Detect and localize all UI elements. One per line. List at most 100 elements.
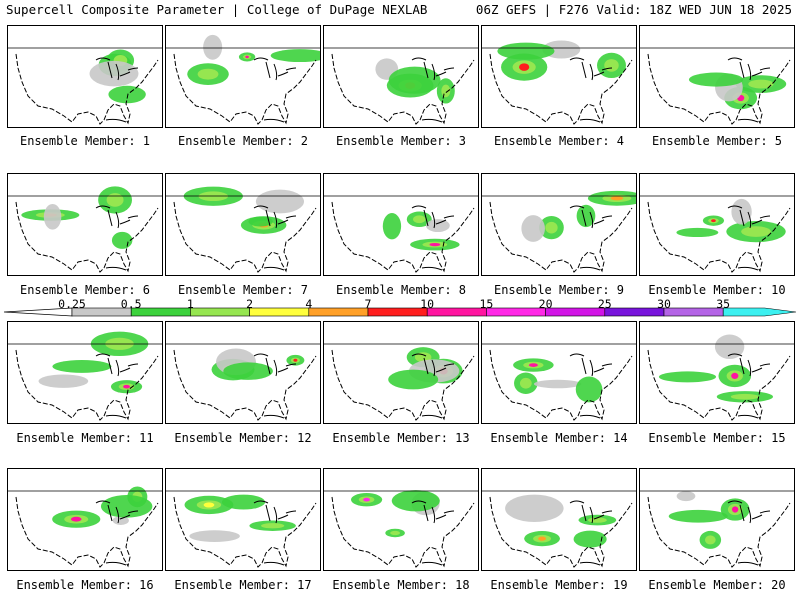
us-map-svg [8,486,162,568]
scp-field-area [714,334,745,360]
ensemble-member-map [7,173,163,276]
colorbar-tick-label: 30 [657,297,671,311]
us-coastline [647,53,791,125]
ensemble-member-label: Ensemble Member: 20 [648,578,786,592]
scp-field-area [668,509,728,523]
scp-field-area [521,215,545,242]
colorbar-tick-label: 0.25 [58,297,86,311]
scp-field-area [545,221,558,234]
cuba-outline [579,118,601,123]
scp-field-area [388,369,439,390]
great-lakes [569,500,613,524]
colorbar-tick-label: 7 [364,297,372,311]
great-lakes [411,57,455,81]
scp-field-area [519,377,532,389]
scp-field-maximum [123,384,130,389]
ensemble-member-label: Ensemble Member: 14 [490,431,628,445]
cuba-outline [421,414,443,419]
great-lakes [569,205,613,229]
scp-field-maximum [528,363,538,367]
scp-field-maximum [70,516,82,522]
ensemble-member-map [639,25,795,128]
scp-field-area [189,530,240,542]
scp-field-area [38,374,89,388]
scp-field-area [576,204,596,228]
ensemble-member-label: Ensemble Member: 3 [335,134,467,148]
ensemble-member-label: Ensemble Member: 6 [19,283,151,297]
great-lakes [95,205,139,229]
colorbar-tick-label: 4 [305,297,313,311]
cuba-outline [263,561,285,566]
us-map-svg [166,34,320,125]
cuba-outline [263,266,285,271]
ensemble-member-map [639,321,795,424]
ensemble-member-map [639,173,795,276]
cuba-outline [263,414,285,419]
ensemble-member-map [323,25,479,128]
scp-field-area [704,535,716,545]
cuba-outline [579,414,601,419]
great-lakes [253,205,297,229]
scp-field-maximum [245,55,249,59]
scp-field-area [390,530,400,536]
ensemble-member-label: Ensemble Member: 5 [651,134,783,148]
us-map-svg [166,490,320,568]
ensemble-member-map [165,173,321,276]
scp-field-maximum [610,196,624,201]
us-coastline [15,349,159,421]
us-coastline [489,349,633,421]
us-map-svg [8,331,162,421]
ensemble-member-label: Ensemble Member: 18 [332,578,470,592]
cuba-outline [105,414,127,419]
us-map-svg [8,47,162,125]
us-map-svg [482,40,636,125]
scp-field-area [676,491,696,502]
scp-field-area [688,72,744,87]
scp-field-area [391,490,440,512]
scp-field-area [533,379,582,389]
ensemble-member-map [481,25,637,128]
scp-field-maximum [711,219,716,223]
us-map-svg [166,186,320,273]
cuba-outline [105,266,127,271]
scp-field-area [255,189,305,214]
scp-field-area [730,393,759,400]
cuba-outline [421,118,443,123]
scp-field-maximum [429,242,441,247]
us-coastline [331,201,475,273]
great-lakes [95,500,139,524]
scp-field-area [108,85,146,104]
us-coastline [173,496,317,568]
ensemble-member-label: Ensemble Member: 7 [177,283,309,297]
ensemble-member-map [7,321,163,424]
ensemble-member-label: Ensemble Member: 19 [490,578,628,592]
us-map-svg [166,343,320,421]
cuba-outline [579,266,601,271]
us-map-svg [324,343,478,421]
us-map-svg [8,186,162,273]
colorbar [3,307,797,317]
ensemble-member-map [481,468,637,571]
great-lakes [727,353,771,377]
great-lakes [727,57,771,81]
scp-field-area [221,494,266,510]
scp-field-area [43,203,62,230]
great-lakes [95,353,139,377]
us-coastline [173,349,317,421]
us-map-svg [324,195,478,273]
us-coastline [173,53,317,125]
us-map-svg [482,190,636,273]
cuba-outline [737,118,759,123]
scp-field-area [748,79,774,89]
us-coastline [647,349,791,421]
scp-field-area [575,376,603,403]
scp-field-maximum [203,502,215,508]
us-map-svg [640,47,794,125]
cuba-outline [105,118,127,123]
cuba-outline [421,266,443,271]
ensemble-member-map [323,173,479,276]
scp-field-area [731,198,752,225]
scp-field-maximum [293,358,298,362]
scp-field-maximum [731,506,739,513]
colorbar-tick-label: 15 [479,297,494,311]
